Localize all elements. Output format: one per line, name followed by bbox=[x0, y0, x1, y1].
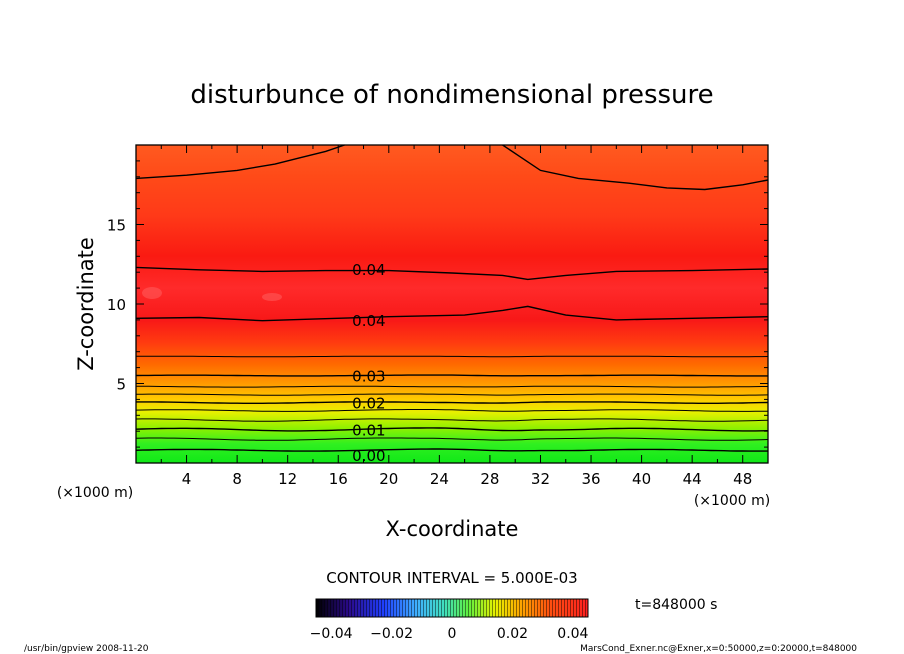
contour-label: 0.03 bbox=[352, 368, 385, 386]
y-tick-label: 15 bbox=[107, 217, 126, 235]
contour-line bbox=[136, 355, 769, 358]
contour-lines bbox=[135, 144, 769, 452]
footer-left: /usr/bin/gpview 2008-11-20 bbox=[24, 644, 149, 654]
x-tick-label: 44 bbox=[683, 470, 702, 488]
x-tick-label: 40 bbox=[632, 470, 651, 488]
contour-line bbox=[135, 448, 768, 452]
footer-right: MarsCond_Exner.nc@Exner,x=0:50000,z=0:20… bbox=[580, 644, 857, 654]
contour-line bbox=[135, 418, 769, 422]
contour-interval: CONTOUR INTERVAL = 5.000E-03 bbox=[326, 569, 577, 587]
x-tick-label: 48 bbox=[733, 470, 752, 488]
colorbar: −0.04 −0.02 0 0.02 0.04 bbox=[310, 598, 589, 642]
contour-line bbox=[502, 144, 769, 191]
contour-label: 0.01 bbox=[352, 422, 385, 440]
time-label: t=848000 s bbox=[635, 597, 717, 613]
x-tick-label: 32 bbox=[531, 470, 550, 488]
y-axis-title: Z-coordinate bbox=[74, 237, 98, 371]
x-tick-label: 12 bbox=[278, 470, 297, 488]
x-tick-label: 36 bbox=[581, 470, 600, 488]
contour-line bbox=[136, 385, 768, 388]
plot-area: 0.040.040.030.020.010.00 4 8 12 16 20 24 28 32 3… bbox=[107, 144, 769, 488]
colorbar-tick-label: 0.04 bbox=[557, 626, 588, 642]
contour-line bbox=[135, 305, 769, 322]
colorbar-ticks: −0.04 −0.02 0 0.02 0.04 bbox=[310, 626, 589, 642]
x-tick-label: 20 bbox=[379, 470, 398, 488]
x-tick-label: 16 bbox=[329, 470, 348, 488]
contour-line bbox=[135, 409, 769, 412]
field-highlight bbox=[262, 293, 282, 301]
contour-line bbox=[135, 427, 769, 432]
x-axis: 4 8 12 16 20 24 28 32 36 40 44 48 bbox=[160, 145, 752, 488]
colorbar-stripes bbox=[316, 599, 588, 617]
chart-title: disturbunce of nondimensional pressure bbox=[190, 80, 713, 110]
contour-line bbox=[136, 393, 769, 396]
contour-label: 0.00 bbox=[352, 447, 385, 465]
colorbar-frame bbox=[315, 598, 589, 618]
pressure-field-fill bbox=[136, 145, 768, 463]
x-tick-label: 4 bbox=[182, 470, 192, 488]
x-unit-label: (×1000 m) bbox=[694, 493, 770, 509]
y-axis: 5 10 15 bbox=[107, 160, 768, 448]
contour-labels: 0.04 0.04 0.03 0.02 0.01 0.00 bbox=[352, 261, 385, 465]
contour-label: 0.04 bbox=[352, 312, 385, 330]
colorbar-tick-label: 0 bbox=[448, 626, 457, 642]
field-highlight bbox=[142, 287, 162, 299]
contour-label: 0.02 bbox=[352, 395, 385, 413]
y-tick-label: 5 bbox=[116, 376, 126, 394]
colorbar-tick-label: −0.02 bbox=[370, 626, 413, 642]
x-tick-label: 8 bbox=[232, 470, 242, 488]
contour-line bbox=[135, 374, 768, 377]
x-tick-label: 28 bbox=[480, 470, 499, 488]
y-tick-label: 10 bbox=[107, 296, 126, 314]
colorbar-tick-label: 0.02 bbox=[497, 626, 528, 642]
contour-line bbox=[135, 266, 769, 281]
contour-line bbox=[136, 401, 769, 404]
y-unit-label: (×1000 m) bbox=[57, 485, 133, 501]
contour-line bbox=[135, 437, 769, 441]
contour-label: 0.04 bbox=[352, 261, 385, 279]
contour-line bbox=[135, 144, 345, 180]
x-tick-label: 24 bbox=[430, 470, 449, 488]
colorbar-tick-label: −0.04 bbox=[310, 626, 353, 642]
x-axis-title: X-coordinate bbox=[386, 517, 519, 541]
